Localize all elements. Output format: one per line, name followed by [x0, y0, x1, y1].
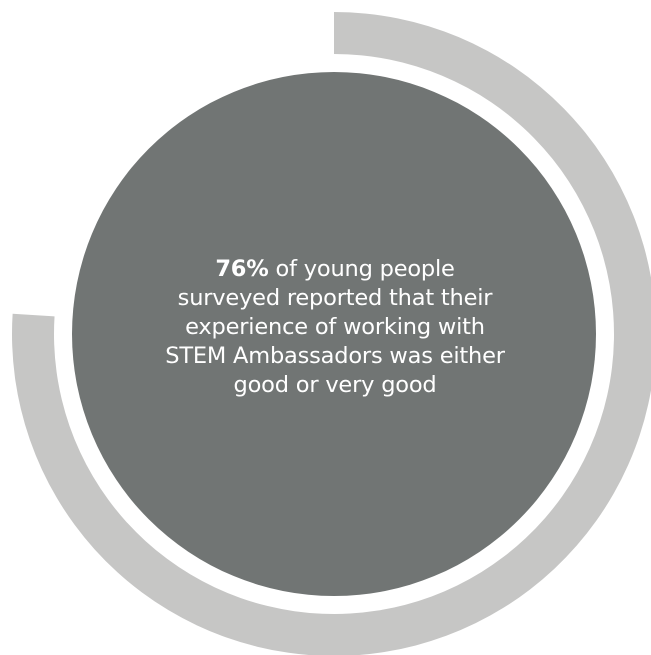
- caption-line-1-text: of young people: [268, 256, 455, 282]
- caption-line-5: good or very good: [233, 372, 437, 398]
- caption-line-3: experience of working with: [185, 314, 485, 340]
- center-disc: [72, 72, 596, 596]
- caption-line-2: surveyed reported that their: [177, 285, 493, 311]
- stat-caption: 76% of young people surveyed reported th…: [150, 255, 520, 400]
- stat-percentage: 76%: [215, 256, 269, 282]
- caption-line-1: 76% of young people: [150, 255, 520, 284]
- caption-line-4: STEM Ambassadors was either: [165, 343, 505, 369]
